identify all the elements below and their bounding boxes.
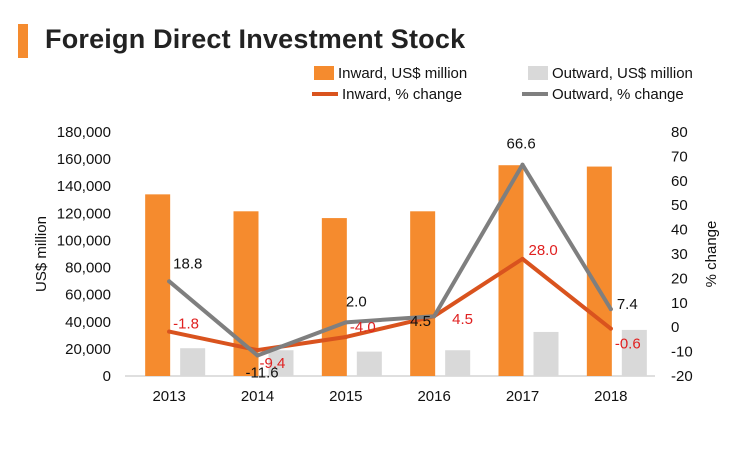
title-accent-bar — [18, 24, 28, 58]
outward-pct-line — [167, 162, 613, 358]
y2-tick-label: 30 — [671, 246, 688, 263]
outward-bar — [621, 329, 647, 376]
outward-pct-label: 7.4 — [617, 296, 638, 313]
outward-pct-point — [343, 320, 348, 325]
outward-pct-label: -11.6 — [246, 365, 279, 382]
inward-bar — [410, 211, 436, 376]
outward-bar — [356, 351, 382, 376]
outward-pct-label: 2.0 — [346, 293, 367, 310]
y-tick-label: 160,000 — [57, 151, 111, 168]
y2-tick-label: 10 — [671, 295, 688, 312]
y2-tick-label: -20 — [671, 368, 693, 385]
y2-tick-label: 80 — [671, 124, 688, 141]
y2-tick-label: 60 — [671, 173, 688, 190]
inward-pct-point — [343, 334, 348, 339]
inward-bar — [321, 218, 347, 376]
legend-outward-line-label: Outward, % change — [552, 86, 684, 103]
outward-pct-label: 18.8 — [173, 255, 202, 272]
x-tick-label: 2017 — [506, 388, 539, 405]
x-tick-label: 2014 — [241, 388, 274, 405]
y-tick-label: 60,000 — [65, 287, 111, 304]
outward-pct-point — [432, 314, 437, 319]
y-tick-label: 120,000 — [57, 205, 111, 222]
inward-pct-point — [255, 348, 260, 353]
inward-bar — [145, 194, 171, 376]
outward-pct-label: 66.6 — [507, 136, 536, 153]
legend-inward-bar-swatch — [314, 66, 334, 80]
inward-pct-label: -1.8 — [173, 316, 199, 333]
outward-pct-label: 4.5 — [410, 313, 431, 330]
inward-bar — [586, 166, 612, 376]
legend-outward-bar-label: Outward, US$ million — [552, 65, 693, 82]
inward-pct-label: -4.0 — [350, 319, 376, 336]
y-tick-label: 80,000 — [65, 260, 111, 277]
x-tick-label: 2015 — [329, 388, 362, 405]
outward-bar — [445, 350, 471, 376]
inward-pct-line — [167, 256, 613, 353]
inward-pct-label: 4.5 — [452, 311, 473, 328]
inward-pct-label: -9.4 — [260, 355, 286, 372]
legend-inward-bar-label: Inward, US$ million — [338, 65, 467, 82]
y-tick-label: 180,000 — [57, 124, 111, 141]
outward-pct-point — [520, 162, 525, 167]
y-tick-label: 0 — [103, 368, 111, 385]
inward-pct-point — [167, 329, 172, 334]
legend-inward-line-label: Inward, % change — [342, 86, 462, 103]
y2-tick-label: 0 — [671, 319, 679, 336]
y2-tick-label: 50 — [671, 197, 688, 214]
x-tick-label: 2018 — [594, 388, 627, 405]
outward-pct-point — [608, 307, 613, 312]
y2-tick-label: 40 — [671, 222, 688, 239]
y-tick-label: 100,000 — [57, 232, 111, 249]
outward-pct-point — [167, 279, 172, 284]
y2-axis-title: % change — [703, 221, 720, 288]
inward-pct-point — [520, 256, 525, 261]
y-tick-label: 140,000 — [57, 178, 111, 195]
inward-pct-label: -0.6 — [615, 336, 641, 353]
y2-tick-label: -10 — [671, 344, 693, 361]
y-axis-title: US$ million — [33, 216, 50, 292]
legend-outward-bar-swatch — [528, 66, 548, 80]
inward-pct-label: 28.0 — [529, 242, 558, 259]
outward-bar — [180, 348, 206, 376]
outward-bar — [533, 331, 559, 376]
inward-pct-point — [608, 326, 613, 331]
x-tick-label: 2013 — [152, 388, 185, 405]
x-tick-label: 2016 — [417, 388, 450, 405]
outward-bar — [268, 350, 294, 376]
y-tick-label: 40,000 — [65, 314, 111, 331]
y2-tick-label: 70 — [671, 148, 688, 165]
chart-title: Foreign Direct Investment Stock — [45, 24, 466, 54]
y2-tick-label: 20 — [671, 270, 688, 287]
y-tick-label: 20,000 — [65, 341, 111, 358]
outward-pct-point — [255, 353, 260, 358]
